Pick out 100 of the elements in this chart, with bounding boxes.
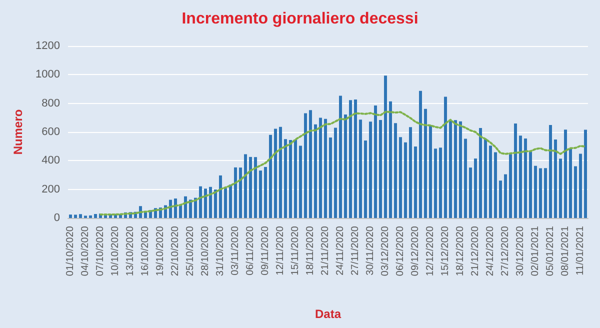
bar — [274, 128, 277, 218]
bar — [184, 196, 187, 218]
bar — [384, 76, 387, 218]
bar — [454, 120, 457, 218]
x-tick-label: 24/11/2020 — [335, 226, 346, 276]
bar — [294, 140, 297, 218]
bar — [304, 113, 307, 218]
bar — [219, 175, 222, 218]
x-tick-label: 28/10/2020 — [200, 226, 211, 276]
bar — [584, 130, 587, 218]
bar — [329, 137, 332, 218]
bar — [69, 214, 72, 218]
x-axis-title: Data — [314, 307, 342, 321]
x-tick-label: 16/10/2020 — [140, 226, 151, 276]
bar — [94, 214, 97, 218]
y-tick-label: 400 — [42, 154, 60, 167]
y-tick-label: 800 — [42, 97, 60, 110]
x-tick-label: 04/10/2020 — [80, 226, 91, 276]
y-tick-label: 0 — [54, 212, 60, 224]
bar — [344, 114, 347, 218]
x-tick-label: 11/01/2021 — [575, 226, 586, 276]
x-tick-label: 09/11/2020 — [260, 226, 271, 276]
bar — [444, 96, 447, 218]
bar — [534, 166, 537, 218]
bar — [439, 148, 442, 218]
x-tick-label: 06/12/2020 — [395, 226, 406, 276]
x-tick-label: 21/11/2020 — [320, 226, 331, 276]
x-tick-label: 18/11/2020 — [305, 226, 316, 276]
bar — [349, 100, 352, 218]
y-tick-label: 200 — [42, 183, 60, 196]
bar — [424, 108, 427, 218]
x-tick-label: 12/12/2020 — [425, 226, 436, 276]
bar — [554, 139, 557, 218]
x-tick-label: 05/01/2021 — [545, 226, 556, 276]
bar — [469, 168, 472, 218]
bar — [409, 127, 412, 218]
y-tick-label: 1200 — [36, 40, 60, 52]
bar — [549, 124, 552, 218]
bar — [179, 204, 182, 218]
chart-title: Incremento giornaliero decessi — [182, 10, 418, 28]
bar — [414, 146, 417, 218]
bar — [434, 148, 437, 218]
x-tick-label: 27/11/2020 — [350, 226, 361, 276]
bar — [324, 118, 327, 218]
bar — [369, 122, 372, 218]
x-tick-label: 19/10/2020 — [155, 226, 166, 276]
bar — [459, 121, 462, 218]
bar — [199, 186, 202, 218]
x-tick-label: 18/12/2020 — [455, 226, 466, 276]
bar — [504, 174, 507, 218]
bar — [234, 167, 237, 218]
bar — [404, 142, 407, 218]
bar — [244, 154, 247, 218]
bar — [314, 124, 317, 218]
bar — [464, 138, 467, 218]
bar — [484, 138, 487, 218]
bar — [389, 101, 392, 218]
x-tick-label: 07/10/2020 — [95, 226, 106, 276]
x-tick-label: 21/12/2020 — [470, 226, 481, 276]
bar — [374, 105, 377, 218]
bar — [254, 157, 257, 218]
bar — [339, 96, 342, 218]
bar — [239, 168, 242, 218]
bar — [429, 124, 432, 218]
bar — [269, 134, 272, 218]
bar — [229, 184, 232, 218]
bar — [419, 90, 422, 218]
x-tick-label: 03/12/2020 — [380, 226, 391, 276]
x-tick-label: 02/01/2021 — [530, 226, 541, 276]
y-tick-label: 600 — [42, 126, 60, 138]
y-axis-title: Numero — [11, 109, 25, 155]
bar — [529, 152, 532, 218]
bar — [524, 138, 527, 218]
bar — [359, 120, 362, 218]
bar — [299, 146, 302, 218]
bar — [209, 186, 212, 218]
bar — [89, 215, 92, 218]
bar — [399, 137, 402, 218]
x-tick-label: 24/12/2020 — [485, 226, 496, 276]
bar — [319, 118, 322, 218]
bar — [289, 140, 292, 218]
bar — [214, 189, 217, 218]
bar — [539, 168, 542, 218]
bar — [499, 180, 502, 218]
bar — [354, 99, 357, 218]
bar — [364, 140, 367, 218]
bar — [574, 166, 577, 218]
bar — [309, 110, 312, 218]
bar — [174, 198, 177, 218]
bar — [279, 126, 282, 218]
x-tick-label: 25/10/2020 — [185, 226, 196, 276]
bar — [569, 148, 572, 218]
bar — [379, 120, 382, 218]
bar — [334, 128, 337, 218]
bar — [449, 120, 452, 218]
bar — [264, 166, 267, 218]
bar — [494, 152, 497, 218]
bar — [519, 136, 522, 218]
bar — [559, 158, 562, 218]
bar — [394, 123, 397, 218]
